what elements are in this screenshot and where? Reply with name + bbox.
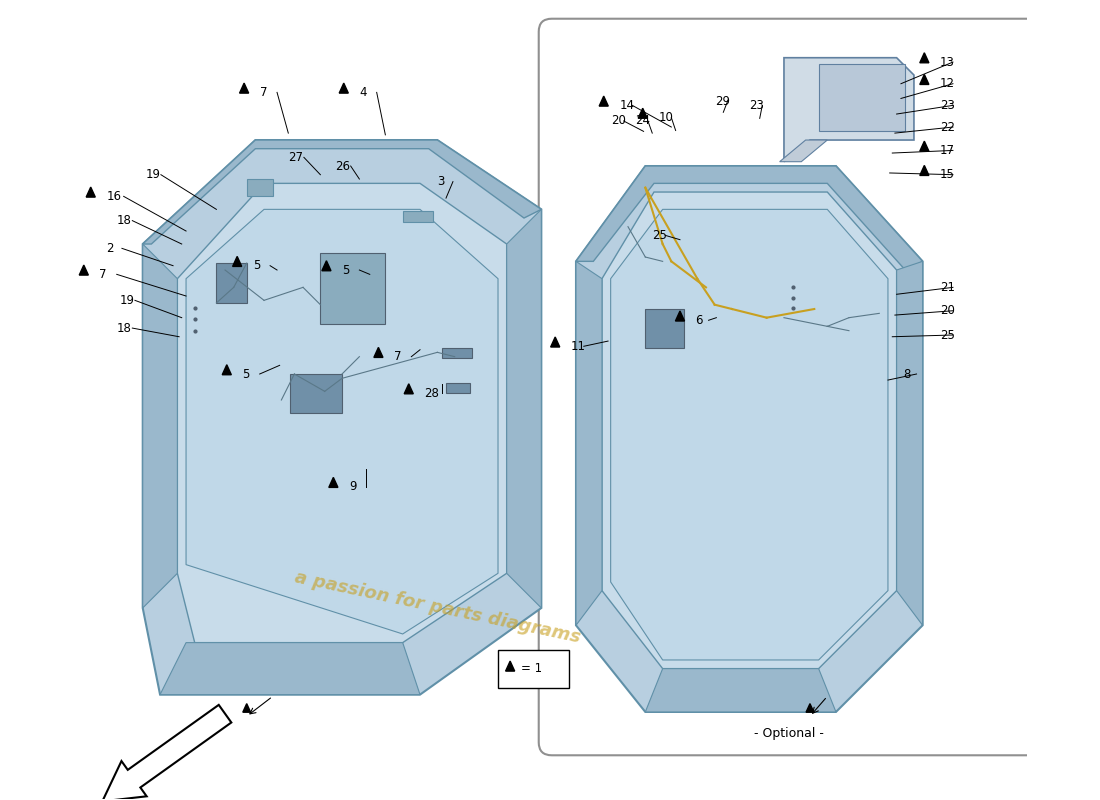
Text: 9: 9 xyxy=(349,480,356,493)
Text: 27: 27 xyxy=(288,151,304,164)
Polygon shape xyxy=(600,96,608,106)
Text: 5: 5 xyxy=(242,367,250,381)
Text: - Optional -: - Optional - xyxy=(755,727,824,740)
Text: 22: 22 xyxy=(939,121,955,134)
Polygon shape xyxy=(507,210,541,608)
Text: 18: 18 xyxy=(117,322,132,334)
Text: 23: 23 xyxy=(749,99,764,112)
Text: 23: 23 xyxy=(939,99,955,112)
Text: 28: 28 xyxy=(425,386,439,399)
Polygon shape xyxy=(920,53,928,62)
Text: 26: 26 xyxy=(336,159,350,173)
Polygon shape xyxy=(675,311,684,321)
Polygon shape xyxy=(551,337,560,347)
Polygon shape xyxy=(780,140,827,162)
Text: 6: 6 xyxy=(695,314,703,326)
Polygon shape xyxy=(243,704,251,712)
Text: 7: 7 xyxy=(394,350,402,363)
Text: 15: 15 xyxy=(939,168,955,181)
Polygon shape xyxy=(784,58,914,162)
FancyBboxPatch shape xyxy=(498,650,569,688)
Text: 10: 10 xyxy=(658,111,673,124)
Polygon shape xyxy=(329,478,338,487)
Polygon shape xyxy=(818,64,905,131)
Text: 18: 18 xyxy=(117,214,132,227)
Text: 13: 13 xyxy=(939,55,955,69)
Text: 17: 17 xyxy=(939,144,955,157)
Polygon shape xyxy=(177,183,507,642)
Text: 16: 16 xyxy=(107,190,121,203)
Text: = 1: = 1 xyxy=(520,662,541,675)
Polygon shape xyxy=(217,263,246,303)
Text: 2: 2 xyxy=(107,242,113,255)
Text: 11: 11 xyxy=(571,340,586,353)
Text: 5: 5 xyxy=(253,259,260,272)
Polygon shape xyxy=(920,74,928,85)
Polygon shape xyxy=(806,704,814,712)
Polygon shape xyxy=(896,262,923,626)
Text: 5: 5 xyxy=(342,263,350,277)
Polygon shape xyxy=(506,661,515,671)
Text: 20: 20 xyxy=(939,304,955,318)
Polygon shape xyxy=(374,347,383,358)
Text: 8: 8 xyxy=(903,367,911,381)
Polygon shape xyxy=(161,642,420,694)
Polygon shape xyxy=(232,257,242,266)
Polygon shape xyxy=(576,166,923,712)
Polygon shape xyxy=(404,384,414,394)
Polygon shape xyxy=(576,166,923,270)
Polygon shape xyxy=(79,265,88,275)
Polygon shape xyxy=(290,374,342,413)
Text: 19: 19 xyxy=(119,294,134,307)
FancyBboxPatch shape xyxy=(539,18,1040,755)
Polygon shape xyxy=(339,83,349,93)
Text: 24: 24 xyxy=(635,114,650,127)
Polygon shape xyxy=(222,365,231,374)
Polygon shape xyxy=(320,253,385,324)
Polygon shape xyxy=(646,669,836,712)
Text: 21: 21 xyxy=(939,281,955,294)
Text: a passion for parts diagrams: a passion for parts diagrams xyxy=(293,569,582,647)
Polygon shape xyxy=(646,309,684,348)
Polygon shape xyxy=(442,348,472,358)
Text: 7: 7 xyxy=(99,268,107,281)
Polygon shape xyxy=(322,261,331,270)
Polygon shape xyxy=(86,187,96,197)
Polygon shape xyxy=(403,211,433,222)
FancyArrow shape xyxy=(102,705,231,800)
Polygon shape xyxy=(143,140,541,694)
Polygon shape xyxy=(246,179,273,196)
Polygon shape xyxy=(602,192,896,669)
Text: 25: 25 xyxy=(939,329,955,342)
Text: 4: 4 xyxy=(360,86,367,99)
Polygon shape xyxy=(143,140,541,244)
Polygon shape xyxy=(920,141,928,151)
Text: 3: 3 xyxy=(438,175,444,188)
Polygon shape xyxy=(576,262,602,626)
Polygon shape xyxy=(446,382,471,393)
Polygon shape xyxy=(143,244,177,608)
Polygon shape xyxy=(638,108,647,118)
Polygon shape xyxy=(186,210,498,634)
Text: 29: 29 xyxy=(715,94,729,107)
Text: 7: 7 xyxy=(260,86,267,99)
Text: 19: 19 xyxy=(145,168,161,181)
Text: 14: 14 xyxy=(619,99,635,112)
Polygon shape xyxy=(240,83,249,93)
Text: 25: 25 xyxy=(652,229,667,242)
Text: 12: 12 xyxy=(939,78,955,90)
Polygon shape xyxy=(610,210,888,660)
Text: 20: 20 xyxy=(610,114,626,127)
Polygon shape xyxy=(920,166,928,175)
